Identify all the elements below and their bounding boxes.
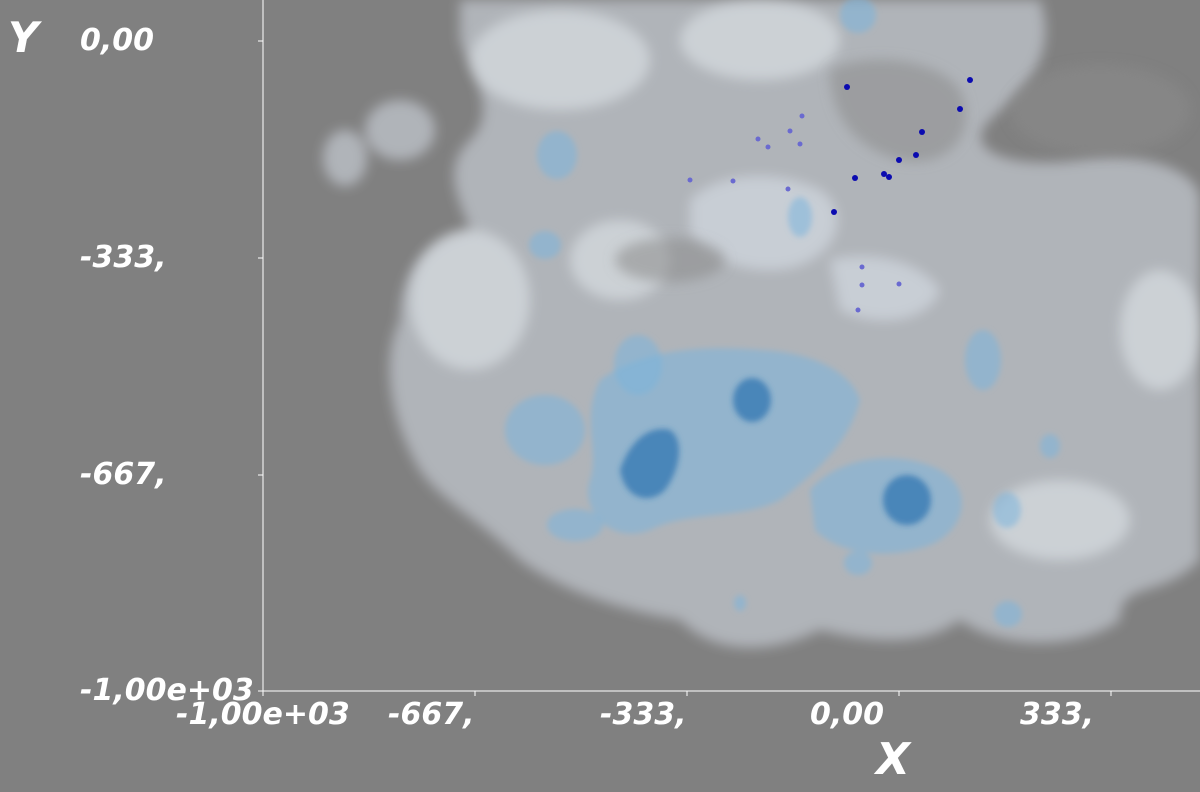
star-marker [859, 264, 865, 270]
y-tick-label: -667, [80, 457, 167, 492]
star-marker [844, 84, 850, 90]
star-marker [881, 171, 887, 177]
x-axis-title: X [876, 734, 910, 785]
star-marker [787, 128, 793, 134]
y-tick-label: 0,00 [80, 23, 155, 58]
star-marker [859, 282, 865, 288]
star-marker [886, 174, 892, 180]
x-tick-label: 333, [1020, 697, 1095, 732]
x-tick-label: 0,00 [810, 697, 885, 732]
x-tick-label: -333, [600, 697, 687, 732]
star-marker [919, 129, 925, 135]
star-marker [957, 106, 963, 112]
axes [258, 0, 1200, 696]
star-marker [855, 307, 861, 313]
star-marker [785, 186, 791, 192]
star-marker [831, 209, 837, 215]
star-marker [730, 178, 736, 184]
x-tick-label: -1,00e+03 [176, 697, 350, 732]
star-markers [687, 77, 973, 313]
star-marker [852, 175, 858, 181]
star-marker [799, 113, 805, 119]
y-axis-title: Y [8, 13, 39, 62]
star-marker [913, 152, 919, 158]
star-marker [687, 177, 693, 183]
x-tick-label: -667, [388, 697, 475, 732]
inner-isosurface [620, 378, 931, 525]
star-marker [797, 141, 803, 147]
y-tick-label: -333, [80, 240, 167, 275]
star-marker [755, 136, 761, 142]
star-marker [765, 144, 771, 150]
star-marker [967, 77, 973, 83]
outer-isosurface-highlights [410, 0, 1200, 560]
void-region [615, 59, 1190, 282]
y-tick-label: -1,00e+03 [80, 673, 254, 708]
star-marker [896, 281, 902, 287]
star-marker [896, 157, 902, 163]
